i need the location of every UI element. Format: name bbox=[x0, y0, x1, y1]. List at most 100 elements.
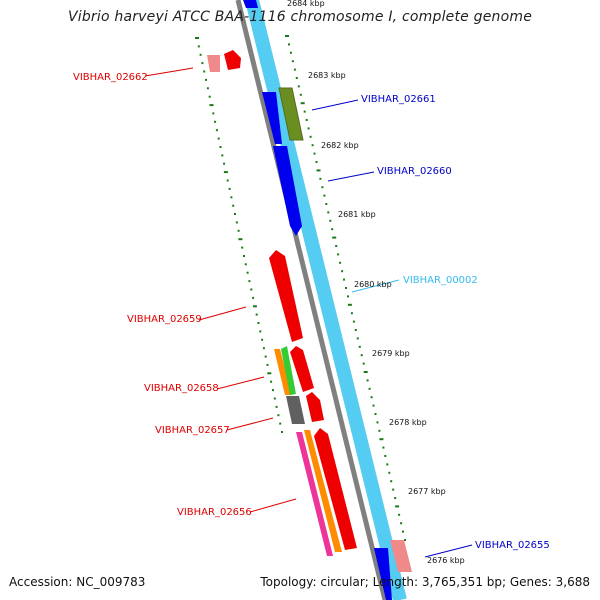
gene-block-top-blue[interactable] bbox=[243, 0, 258, 8]
scale-tick bbox=[250, 288, 253, 291]
scale-tick bbox=[267, 372, 272, 375]
scale-label-2680: 2680 kbp bbox=[354, 280, 392, 289]
scale-tick bbox=[217, 137, 220, 140]
scale-tick bbox=[246, 271, 249, 274]
scale-tick bbox=[257, 322, 260, 324]
gene-label-VIBHAR_02657[interactable]: VIBHAR_02657 bbox=[155, 425, 230, 436]
gene-block-VIBHAR_02658-green[interactable] bbox=[281, 346, 296, 395]
scale-tick bbox=[277, 414, 280, 417]
gene-block-VIBHAR_02661-outer[interactable] bbox=[278, 87, 304, 141]
gene-label-VIBHAR_02662[interactable]: VIBHAR_02662 bbox=[73, 72, 148, 83]
scale-tick bbox=[252, 296, 255, 299]
scale-tick bbox=[243, 255, 245, 257]
leader-VIBHAR_02662 bbox=[144, 67, 194, 77]
scale-tick bbox=[325, 203, 328, 205]
scale-tick bbox=[199, 53, 202, 56]
scale-tick bbox=[255, 313, 258, 316]
gene-block-VIBHAR_02658-orange[interactable] bbox=[274, 349, 292, 395]
scale-tick bbox=[343, 278, 345, 281]
scale-tick bbox=[197, 45, 200, 48]
leader-VIBHAR_02657 bbox=[226, 417, 274, 431]
scale-tick bbox=[376, 421, 379, 424]
scale-tick bbox=[382, 446, 385, 449]
scale-tick bbox=[212, 112, 215, 115]
scale-tick bbox=[203, 70, 206, 73]
leader-VIBHAR_00002 bbox=[351, 279, 400, 293]
scale-tick bbox=[237, 229, 240, 232]
gene-block-VIBHAR_02662-pink[interactable] bbox=[207, 55, 220, 72]
scale-tick bbox=[395, 505, 400, 508]
scale-tick bbox=[205, 78, 207, 81]
scale-tick bbox=[335, 245, 338, 247]
scale-tick bbox=[366, 379, 369, 382]
scale-tick bbox=[386, 463, 389, 466]
scale-label-2683: 2683 kbp bbox=[308, 71, 346, 80]
scale-tick bbox=[281, 431, 283, 433]
leader-VIBHAR_02660 bbox=[327, 171, 375, 182]
scale-tick bbox=[248, 280, 251, 283]
scale-tick bbox=[372, 404, 375, 407]
scale-tick bbox=[259, 330, 262, 333]
scale-tick bbox=[273, 397, 276, 400]
scale-tick bbox=[238, 238, 243, 241]
gene-block-VIBHAR_02661[interactable] bbox=[262, 92, 282, 144]
gene-label-VIBHAR_02658[interactable]: VIBHAR_02658 bbox=[144, 383, 219, 394]
leader-VIBHAR_02658 bbox=[216, 376, 265, 390]
scale-label-2678: 2678 kbp bbox=[389, 418, 427, 427]
gene-label-VIBHAR_02659[interactable]: VIBHAR_02659 bbox=[127, 314, 202, 325]
gene-block-VIBHAR_02662[interactable] bbox=[224, 50, 241, 70]
topology-text: Topology: circular; Length: 3,765,351 bp… bbox=[260, 575, 590, 589]
scale-tick bbox=[379, 438, 384, 441]
scale-tick bbox=[232, 204, 235, 207]
scale-tick bbox=[378, 429, 381, 432]
scale-label-2682: 2682 kbp bbox=[321, 141, 359, 150]
scale-tick bbox=[305, 119, 308, 121]
gene-block-VIBHAR_02657-grey[interactable] bbox=[286, 396, 305, 424]
scale-tick bbox=[368, 387, 371, 390]
gene-label-VIBHAR_02660[interactable]: VIBHAR_02660 bbox=[377, 166, 452, 177]
scale-tick bbox=[303, 110, 306, 113]
gene-label-VIBHAR_02661[interactable]: VIBHAR_02661 bbox=[361, 94, 436, 105]
scale-tick bbox=[261, 338, 264, 341]
gene-block-VIBHAR_02655[interactable] bbox=[390, 540, 412, 572]
scale-tick bbox=[327, 211, 330, 214]
scale-tick bbox=[275, 405, 278, 408]
scale-tick bbox=[264, 355, 267, 358]
scale-tick bbox=[228, 187, 231, 190]
gene-label-VIBHAR_00002[interactable]: VIBHAR_00002 bbox=[403, 275, 478, 286]
scale-tick bbox=[323, 194, 326, 197]
scale-label-2684: 2684 kbp bbox=[287, 0, 325, 8]
gene-block-VIBHAR_02658[interactable] bbox=[290, 346, 314, 392]
gene-block-VIBHAR_02659[interactable] bbox=[269, 250, 303, 342]
scale-tick bbox=[252, 305, 257, 308]
scale-tick bbox=[234, 213, 236, 215]
scale-tick bbox=[297, 85, 300, 88]
scale-tick bbox=[266, 363, 269, 366]
scale-tick bbox=[388, 471, 391, 474]
inner-dotted-ring bbox=[195, 37, 283, 433]
scale-tick bbox=[350, 312, 353, 315]
scale-tick bbox=[293, 68, 296, 71]
scale-tick bbox=[362, 362, 365, 365]
gene-label-VIBHAR_02655[interactable]: VIBHAR_02655 bbox=[475, 540, 550, 551]
scale-tick bbox=[329, 219, 332, 222]
gene-label-VIBHAR_02656[interactable]: VIBHAR_02656 bbox=[177, 507, 252, 518]
gene-block-VIBHAR_02660[interactable] bbox=[273, 146, 302, 236]
scale-tick bbox=[356, 337, 359, 340]
scale-tick bbox=[339, 261, 342, 264]
scale-tick bbox=[394, 497, 397, 499]
scale-tick bbox=[319, 177, 322, 180]
accession-text: Accession: NC_009783 bbox=[9, 575, 146, 589]
scale-tick bbox=[347, 295, 349, 298]
gene-block-VIBHAR_02657[interactable] bbox=[306, 392, 324, 422]
gene-block-VIBHAR_02656[interactable] bbox=[314, 428, 357, 550]
scale-tick bbox=[332, 236, 337, 239]
scale-tick bbox=[208, 95, 211, 98]
gene-block-bottom-blue[interactable] bbox=[374, 548, 392, 600]
scale-tick bbox=[241, 246, 244, 249]
gene-block-VIBHAR_02656-pink[interactable] bbox=[296, 432, 333, 556]
gene-block-VIBHAR_02656-orange[interactable] bbox=[304, 430, 342, 552]
scale-tick bbox=[289, 51, 292, 54]
scale-tick bbox=[313, 152, 316, 155]
